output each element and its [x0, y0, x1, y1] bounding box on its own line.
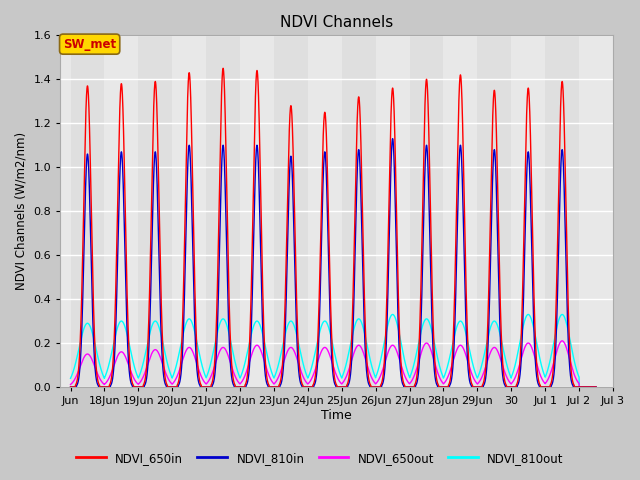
Bar [274, 36, 308, 387]
Line: NDVI_650in: NDVI_650in [70, 68, 596, 387]
NDVI_810in [124, 345, 132, 350]
Legend: NDVI_650in, NDVI_810in, NDVI_650out, NDVI_810out: NDVI_650in, NDVI_810in, NDVI_650out, NDV… [72, 447, 568, 469]
NDVI_650out [558, 338, 566, 344]
NDVI_810out [575, 384, 583, 390]
Line: NDVI_810out: NDVI_810out [70, 314, 596, 387]
NDVI_810in [83, 152, 91, 157]
Bar [138, 36, 172, 387]
NDVI_810out [83, 320, 91, 326]
NDVI_810out [522, 314, 530, 320]
NDVI_810out [344, 351, 352, 357]
Bar [410, 36, 444, 387]
NDVI_810out [124, 335, 132, 340]
NDVI_650out [522, 342, 530, 348]
Title: NDVI Channels: NDVI Channels [280, 15, 394, 30]
NDVI_650out [67, 382, 74, 387]
Y-axis label: NDVI Channels (W/m2/nm): NDVI Channels (W/m2/nm) [15, 132, 28, 290]
NDVI_650out [124, 360, 132, 366]
Text: SW_met: SW_met [63, 37, 116, 51]
Line: NDVI_810in: NDVI_810in [70, 139, 596, 387]
Bar [70, 36, 104, 387]
NDVI_650out [592, 384, 600, 390]
NDVI_650out [182, 348, 189, 354]
NDVI_650in [592, 384, 600, 390]
NDVI_650in [124, 315, 132, 321]
NDVI_650in [220, 65, 227, 71]
NDVI_810out [67, 375, 74, 381]
NDVI_650out [575, 384, 583, 390]
NDVI_650out [344, 368, 352, 373]
NDVI_810in [388, 136, 396, 142]
NDVI_810in [67, 384, 74, 390]
Bar [342, 36, 376, 387]
X-axis label: Time: Time [321, 409, 352, 422]
NDVI_650out [193, 360, 200, 366]
NDVI_810out [193, 338, 200, 344]
NDVI_810in [592, 384, 600, 390]
NDVI_810in [522, 190, 530, 196]
NDVI_810in [193, 363, 200, 369]
NDVI_810out [592, 384, 600, 390]
NDVI_810in [344, 382, 352, 387]
Line: NDVI_650out: NDVI_650out [70, 341, 596, 387]
NDVI_650in [345, 377, 353, 383]
NDVI_650in [83, 84, 91, 89]
NDVI_810in [182, 238, 189, 243]
NDVI_650in [522, 129, 530, 135]
Bar [206, 36, 240, 387]
NDVI_650in [193, 342, 200, 348]
NDVI_810out [182, 321, 189, 327]
NDVI_810out [524, 312, 532, 317]
Bar [545, 36, 579, 387]
NDVI_650in [182, 177, 189, 182]
NDVI_650out [83, 351, 91, 357]
Bar [477, 36, 511, 387]
NDVI_650in [67, 384, 74, 390]
